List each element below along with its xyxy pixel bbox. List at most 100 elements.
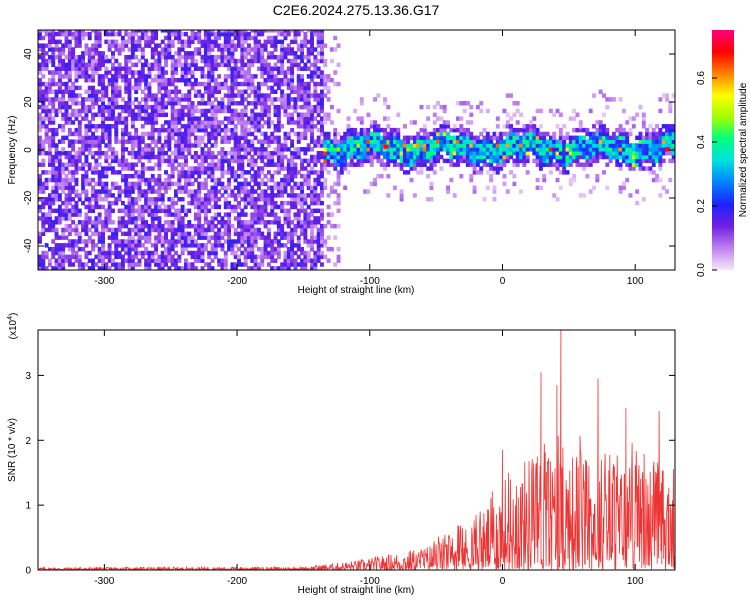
heatmap-cell xyxy=(177,255,181,259)
heatmap-cell xyxy=(81,201,85,205)
heatmap-cell xyxy=(164,113,168,117)
heatmap-cell xyxy=(453,124,457,128)
heatmap-cell xyxy=(386,193,390,197)
heatmap-cell xyxy=(224,132,228,136)
heatmap-cell xyxy=(267,93,271,97)
colorbar-label: Normalized spectral amplitude xyxy=(738,82,749,217)
heatmap-cell xyxy=(433,162,437,166)
heatmap-cell xyxy=(247,151,251,155)
heatmap-cell xyxy=(227,36,231,40)
heatmap-cell xyxy=(333,136,337,140)
heatmap-cell xyxy=(78,93,82,97)
heatmap-cell xyxy=(230,51,234,55)
heatmap-cell xyxy=(240,66,244,70)
heatmap-cell xyxy=(293,51,297,55)
colorbar-tick-label: 0.4 xyxy=(696,135,707,149)
heatmap-cell xyxy=(546,132,550,136)
heatmap-cell xyxy=(552,132,556,136)
heatmap-cell xyxy=(237,193,241,197)
heatmap-cell xyxy=(161,40,165,44)
heatmap-cell xyxy=(214,255,218,259)
heatmap-cell xyxy=(214,139,218,143)
heatmap-cell xyxy=(84,155,88,159)
heatmap-cell xyxy=(552,136,556,140)
heatmap-cell xyxy=(91,132,95,136)
heatmap-cell xyxy=(323,93,327,97)
heatmap-cell xyxy=(234,78,238,82)
heatmap-cell xyxy=(277,255,281,259)
heatmap-cell xyxy=(293,232,297,236)
heatmap-cell xyxy=(658,97,662,101)
heatmap-cell xyxy=(174,193,178,197)
heatmap-cell xyxy=(194,178,198,182)
heatmap-cell xyxy=(224,258,228,262)
heatmap-cell xyxy=(426,116,430,120)
heatmap-cell xyxy=(118,193,122,197)
heatmap-cell xyxy=(134,55,138,59)
heatmap-cell xyxy=(400,189,404,193)
heatmap-cell xyxy=(207,97,211,101)
heatmap-cell xyxy=(220,120,224,124)
heatmap-cell xyxy=(516,120,520,124)
heatmap-cell xyxy=(217,239,221,243)
heatmap-cell xyxy=(121,255,125,259)
heatmap-cell xyxy=(247,70,251,74)
heatmap-cell xyxy=(499,166,503,170)
heatmap-cell xyxy=(151,255,155,259)
heatmap-cell xyxy=(217,132,221,136)
heatmap-cell xyxy=(48,43,52,47)
heatmap-cell xyxy=(118,113,122,117)
heatmap-cell xyxy=(629,128,633,132)
heatmap-cell xyxy=(74,205,78,209)
heatmap-cell xyxy=(426,136,430,140)
heatmap-cell xyxy=(68,74,72,78)
heatmap-cell xyxy=(181,205,185,209)
heatmap-cell xyxy=(267,262,271,266)
heatmap-cell xyxy=(502,109,506,113)
heatmap-cell xyxy=(111,258,115,262)
heatmap-cell xyxy=(220,193,224,197)
heatmap-cell xyxy=(317,197,321,201)
heatmap-cell xyxy=(264,101,268,105)
heatmap-cell xyxy=(151,132,155,136)
heatmap-cell xyxy=(88,251,92,255)
heatmap-cell xyxy=(114,132,118,136)
heatmap-cell xyxy=(211,151,215,155)
heatmap-cell xyxy=(101,101,105,105)
heatmap-cell xyxy=(211,170,215,174)
heatmap-cell xyxy=(439,166,443,170)
heatmap-cell xyxy=(307,101,311,105)
heatmap-cell xyxy=(297,151,301,155)
heatmap-cell xyxy=(320,174,324,178)
heatmap-cell xyxy=(94,201,98,205)
heatmap-cell xyxy=(386,174,390,178)
heatmap-cell xyxy=(582,166,586,170)
heatmap-cell xyxy=(224,78,228,82)
heatmap-cell xyxy=(88,162,92,166)
heatmap-cell xyxy=(443,109,447,113)
heatmap-cell xyxy=(211,174,215,178)
heatmap-cell xyxy=(449,178,453,182)
heatmap-cell xyxy=(214,136,218,140)
heatmap-cell xyxy=(61,232,65,236)
heatmap-cell xyxy=(78,128,82,132)
heatmap-cell xyxy=(230,40,234,44)
heatmap-cell xyxy=(171,162,175,166)
heatmap-cell xyxy=(429,186,433,190)
heatmap-cell xyxy=(151,40,155,44)
heatmap-cell xyxy=(240,243,244,247)
heatmap-cell xyxy=(277,136,281,140)
heatmap-cell xyxy=(250,132,254,136)
heatmap-cell xyxy=(313,224,317,228)
heatmap-cell xyxy=(187,43,191,47)
heatmap-cell xyxy=(320,51,324,55)
heatmap-cell xyxy=(230,55,234,59)
heatmap-cell xyxy=(290,78,294,82)
heatmap-cell xyxy=(307,216,311,220)
heatmap-cell xyxy=(602,170,606,174)
heatmap-cell xyxy=(313,162,317,166)
heatmap-cell xyxy=(174,166,178,170)
heatmap-cell xyxy=(270,174,274,178)
heatmap-cell xyxy=(61,59,65,63)
heatmap-cell xyxy=(257,186,261,190)
